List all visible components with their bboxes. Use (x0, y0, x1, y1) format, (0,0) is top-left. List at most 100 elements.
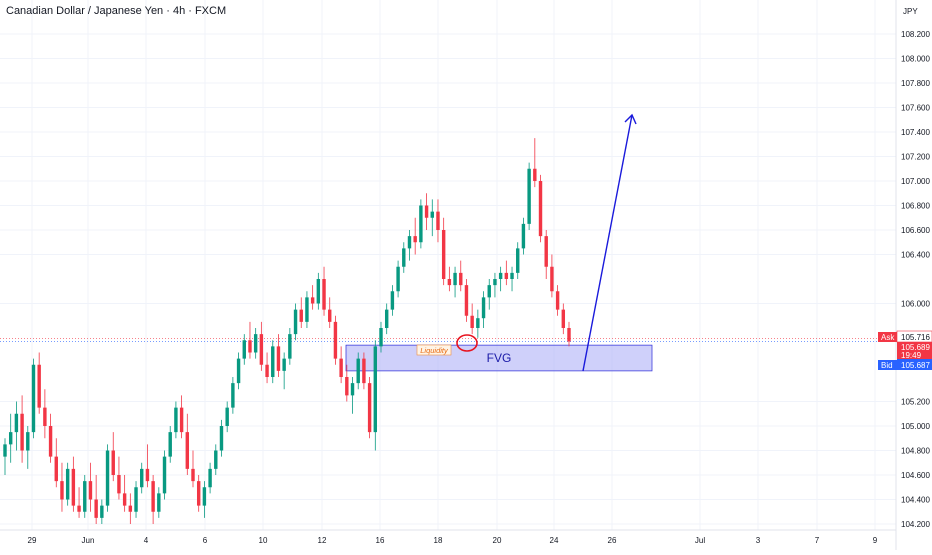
candle (145, 444, 150, 488)
horizontal-gridlines (0, 33, 896, 525)
candle (498, 266, 503, 292)
candle (333, 315, 338, 365)
candle (555, 285, 560, 316)
liquidity-circle[interactable] (456, 334, 478, 352)
candle (225, 401, 229, 433)
candle (493, 272, 497, 298)
candle (407, 230, 412, 261)
price-axis[interactable]: JPY 108.200 108.000 107.800 107.600 107.400 1… (878, 0, 932, 550)
candle (441, 217, 446, 286)
candle (174, 401, 178, 439)
symbol-title[interactable]: Canadian Dollar / Japanese Yen · 4h · FX… (6, 5, 227, 17)
ask-tag (878, 332, 897, 342)
price-tick-label: 106.000 (901, 300, 930, 309)
candle (43, 389, 47, 439)
candle (83, 475, 87, 518)
candle (88, 462, 93, 512)
time-axis[interactable]: 29 Jun 4 6 10 12 16 18 20 24 26 Jul 3 7 9 (0, 529, 896, 545)
candle (191, 450, 195, 488)
time-tick-label: 10 (259, 536, 268, 545)
candle (37, 352, 41, 414)
price-tick-label: 105.200 (901, 398, 930, 407)
time-tick-label: 29 (28, 536, 37, 545)
candle (288, 328, 292, 365)
time-tick-label: 9 (873, 536, 878, 545)
candle (71, 456, 76, 512)
price-tick-label: 106.600 (901, 226, 930, 235)
current-price-line (0, 337, 896, 342)
time-tick-label: 6 (203, 536, 208, 545)
candle (265, 352, 269, 384)
candle (516, 242, 520, 279)
candle (356, 352, 360, 390)
time-tick-label: 18 (434, 536, 443, 545)
candle (430, 199, 434, 237)
candle (248, 321, 252, 359)
price-tick-label: 107.600 (901, 104, 930, 113)
candle (242, 334, 246, 365)
candle (196, 475, 201, 512)
candle (521, 217, 526, 255)
candle (236, 352, 241, 390)
candle (14, 401, 19, 451)
bid-price: 105.687 (901, 361, 930, 370)
bid-price-tag (897, 359, 932, 370)
candle (8, 413, 13, 463)
candle (367, 377, 372, 439)
candle (31, 358, 36, 439)
candle (157, 487, 161, 518)
time-tick-label: 26 (608, 536, 617, 545)
candle (162, 450, 167, 500)
candle (122, 475, 127, 512)
price-tick-label: 105.000 (901, 422, 930, 431)
candle-countdown: 19:49 (901, 351, 922, 360)
fvg-label: FVG (487, 351, 512, 365)
candle (140, 462, 144, 494)
candle (134, 481, 138, 518)
bid-label: Bid (881, 361, 893, 370)
time-tick-label: 12 (318, 536, 327, 545)
ask-label: Ask (881, 333, 895, 342)
price-tick-label: 104.400 (901, 496, 930, 505)
candle (282, 352, 286, 390)
candle (447, 266, 452, 292)
projection-arrow-head (624, 113, 637, 125)
price-tick-label: 104.600 (901, 471, 930, 480)
candle (54, 438, 58, 488)
candle (328, 297, 332, 328)
candle (419, 199, 423, 249)
time-tick-label: 24 (550, 536, 559, 545)
candle (413, 217, 417, 255)
price-tick-label: 104.200 (901, 520, 930, 529)
price-tick-label: 104.800 (901, 447, 930, 456)
price-tick-label: 107.800 (901, 79, 930, 88)
price-tick-label: 108.000 (901, 55, 930, 64)
candle (48, 413, 53, 463)
candle (305, 291, 309, 328)
last-price: 105.689 (901, 343, 930, 352)
candle (168, 426, 172, 463)
price-tick-label: 107.000 (901, 177, 930, 186)
candle (567, 321, 571, 347)
candle (202, 481, 207, 518)
currency-label: JPY (903, 7, 918, 16)
candle (271, 340, 275, 384)
bid-tag (878, 360, 897, 370)
candle (504, 260, 509, 286)
candle (510, 266, 514, 292)
fvg-zone[interactable] (345, 344, 653, 372)
price-tick-label: 106.800 (901, 202, 930, 211)
candle (453, 266, 457, 298)
projection-arrow[interactable] (582, 114, 633, 372)
time-tick-label: Jul (695, 536, 705, 545)
candle (487, 279, 491, 310)
candle (470, 303, 474, 335)
candle (219, 419, 224, 457)
time-tick-label: 3 (756, 536, 761, 545)
price-tick-label: 107.200 (901, 153, 930, 162)
candle (214, 444, 218, 475)
liquidity-label-box (416, 344, 452, 356)
candle (373, 340, 378, 451)
